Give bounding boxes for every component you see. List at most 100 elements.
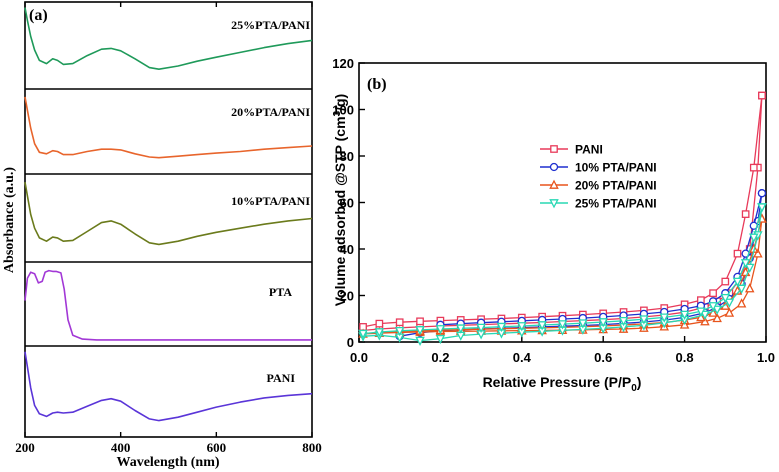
- panel-b-x-tick-label: 0.0: [350, 350, 368, 365]
- desorption-point-25-pta-pani: [720, 293, 731, 304]
- desorption-point-25-pta-pani: [476, 323, 486, 334]
- panel-a-x-tick-label: 600: [207, 440, 227, 455]
- legend-marker: [550, 145, 558, 153]
- desorption-point-pani: [395, 318, 404, 327]
- legend-item-25-pta-pani: 25% PTA/PANI: [540, 197, 657, 211]
- legend-label: 25% PTA/PANI: [575, 197, 657, 211]
- adsorption-point-25-pta-pani: [415, 336, 425, 347]
- legend-item-pani: PANI: [540, 143, 603, 157]
- panel-a-x-axis-label: Wavelength (nm): [116, 455, 219, 470]
- desorption-point-pani: [733, 249, 742, 258]
- desorption-point-25-pta-pani: [749, 233, 759, 243]
- adsorption-point-20-pta-pani: [753, 248, 763, 258]
- adsorption-point-25-pta-pani: [700, 310, 710, 320]
- desorption-point-25-pta-pani: [708, 302, 718, 312]
- desorption-point-10-pta-pani: [757, 189, 767, 198]
- desorption-point-25-pta-pani: [496, 322, 507, 333]
- adsorption-point-25-pta-pani: [744, 263, 755, 274]
- panel-b-x-tick-label: 0.2: [431, 350, 449, 365]
- adsorption-point-20-pta-pani: [724, 307, 735, 317]
- adsorption-point-20-pta-pani: [736, 298, 747, 308]
- legend-item-20-pta-pani: 20% PTA/PANI: [540, 179, 657, 193]
- legend-item-10-pta-pani: 10% PTA/PANI: [540, 161, 657, 175]
- panel-a-x-tick-label: 200: [15, 440, 35, 455]
- panel-a-label: (a): [29, 7, 48, 24]
- legend-label: PANI: [575, 143, 603, 157]
- panel-b-y-tick-label: 20: [340, 289, 354, 304]
- spectrum-label-pta: PTA: [269, 285, 292, 299]
- desorption-line-pani: [362, 95, 763, 328]
- panel-b-y-tick-label: 0: [347, 335, 354, 350]
- desorption-point-pani: [416, 317, 424, 326]
- desorption-point-25-pta-pani: [374, 328, 385, 338]
- desorption-point-25-pta-pani: [358, 329, 368, 340]
- adsorption-point-25-pta-pani: [724, 298, 735, 308]
- desorption-point-25-pta-pani: [732, 277, 743, 287]
- desorption-point-25-pta-pani: [740, 259, 751, 269]
- series-10-pta-pani: [395, 189, 767, 341]
- panel-b-y-tick-label: 40: [340, 242, 354, 257]
- panel-b-y-tick-label: 100: [332, 103, 354, 118]
- legend-marker: [549, 179, 559, 189]
- adsorption-line-pani: [363, 95, 763, 332]
- desorption-point-pani: [749, 163, 758, 172]
- spectrum-label-pani: PANI: [267, 371, 296, 385]
- legend-marker: [549, 199, 559, 209]
- adsorption-point-25-pta-pani: [435, 334, 446, 345]
- panel-b-x-tick-label: 0.6: [594, 350, 612, 365]
- desorption-point-25-pta-pani: [659, 313, 670, 323]
- panel-b-x-tick-label: 0.8: [676, 350, 694, 365]
- desorption-point-25-pta-pani: [696, 307, 706, 317]
- panel-a-x-tick-label: 800: [302, 440, 322, 455]
- adsorption-point-25-pta-pani: [712, 305, 722, 315]
- adsorption-point-20-pta-pani: [744, 283, 755, 293]
- desorption-point-25-pta-pani: [639, 315, 649, 325]
- panel-b-bet-isotherms: (b) 0.0 0.2 0.4 0.6 0.8 1.0 0 20 40 60 80 100 120 PA…: [332, 56, 775, 394]
- desorption-point-25-pta-pani: [394, 326, 405, 337]
- adsorption-point-25-pta-pani: [736, 284, 747, 294]
- panel-b-x-axis-label: Relative Pressure (P/P0): [483, 374, 642, 394]
- panel-b-y-axis-label: Volume adsorbed @STP (cm3/g): [332, 94, 348, 306]
- desorption-point-25-pta-pani: [435, 325, 446, 335]
- spectrum-label-10-pta-pani: 10%PTA/PANI: [231, 194, 310, 208]
- desorption-point-25-pta-pani: [618, 316, 629, 327]
- desorption-point-25-pta-pani: [517, 322, 527, 332]
- panel-b-x-tick-label: 0.4: [513, 350, 532, 365]
- spectrum-label-25-pta-pani: 25%PTA/PANI: [231, 18, 310, 32]
- desorption-point-pani: [741, 210, 750, 218]
- desorption-point-25-pta-pani: [578, 319, 588, 329]
- desorption-point-20-pta-pani: [696, 311, 706, 322]
- desorption-point-25-pta-pani: [455, 324, 466, 334]
- series-pani: [359, 91, 766, 335]
- spectrum-line-20-pta-pani: [24, 96, 313, 159]
- desorption-point-25-pta-pani: [557, 320, 568, 330]
- spectrum-line-pta: [24, 269, 312, 341]
- desorption-point-25-pta-pani: [537, 321, 547, 331]
- desorption-point-25-pta-pani: [415, 326, 425, 336]
- spectrum-line-10-pta-pani: [24, 181, 313, 246]
- desorption-point-pani: [375, 319, 384, 328]
- series-25-pta-pani: [358, 203, 767, 347]
- desorption-point-25-pta-pani: [598, 318, 608, 328]
- adsorption-point-20-pta-pani: [712, 312, 722, 323]
- panel-a-y-axis-label: Absorbance (a.u.): [2, 167, 17, 274]
- spectrum-line-25-pta-pani: [24, 7, 313, 70]
- legend-label: 10% PTA/PANI: [575, 161, 657, 175]
- panel-b-y-tick-label: 60: [340, 196, 354, 211]
- desorption-point-25-pta-pani: [679, 310, 690, 320]
- desorption-point-pani: [721, 277, 730, 286]
- panel-a-x-tick-label: 400: [111, 440, 131, 455]
- panel-b-y-tick-label: 80: [340, 149, 354, 164]
- desorption-point-25-pta-pani: [757, 203, 767, 213]
- panel-b-label: (b): [367, 76, 387, 93]
- legend-label: 20% PTA/PANI: [575, 179, 657, 193]
- legend-marker: [549, 162, 559, 172]
- desorption-point-pani: [709, 289, 717, 298]
- panel-a-uv-vis: (a) 25%PTA/PANI 20%PTA/PANI 10%PTA/PANI PTA…: [2, 1, 322, 470]
- panel-b-y-tick-label: 120: [332, 56, 354, 71]
- panel-b-x-tick-label: 1.0: [757, 350, 775, 365]
- spectrum-label-20-pta-pani: 20%PTA/PANI: [231, 105, 310, 119]
- desorption-point-pani: [758, 91, 766, 100]
- panel-a-frame: [24, 1, 313, 438]
